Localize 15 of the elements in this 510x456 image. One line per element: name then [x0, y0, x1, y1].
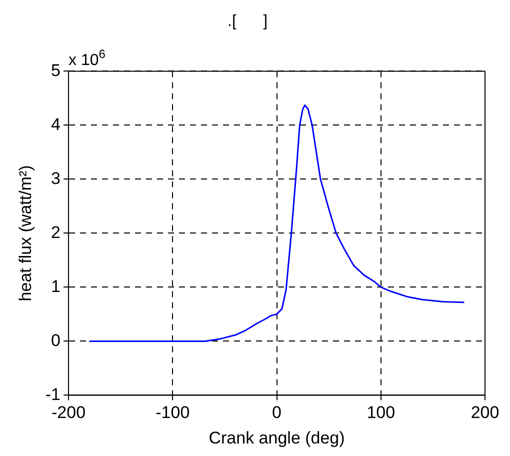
x-tick-label: -200 — [52, 403, 86, 422]
x-tick-label: 100 — [366, 403, 396, 422]
y-axis-title: heat flux (watt/m²) — [16, 165, 35, 302]
y-tick-label: 2 — [51, 222, 61, 242]
y-tick-label: 0 — [51, 330, 61, 350]
y-tick-label: 3 — [51, 168, 61, 188]
x-tick-label: 200 — [470, 403, 500, 422]
y-tick-label: 4 — [51, 114, 61, 134]
y-tick-label: -1 — [45, 384, 61, 404]
x-tick-label: 0 — [272, 403, 282, 422]
chart-title: .[ ] — [227, 13, 268, 30]
x-axis-title: Crank angle (deg) — [208, 428, 345, 448]
y-tick-label: 1 — [51, 276, 61, 296]
x-tick-label: -100 — [156, 403, 190, 422]
y-tick-label: 5 — [51, 60, 61, 80]
